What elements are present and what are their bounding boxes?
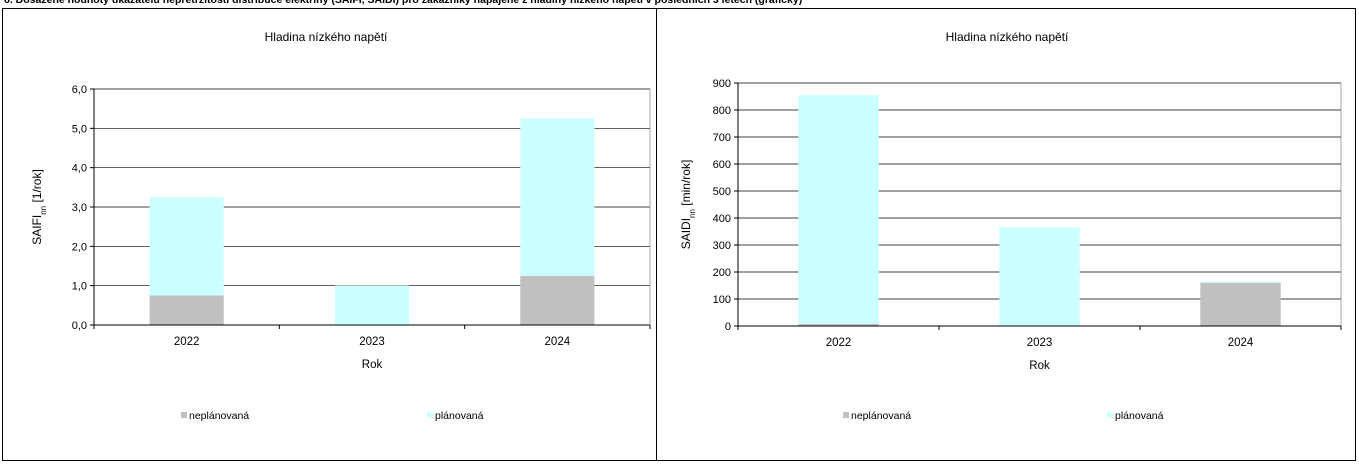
saifi-x-tick-label: 2022 bbox=[174, 336, 200, 348]
saidi-y-tick-label: 700 bbox=[713, 132, 731, 144]
saidi-legend-label-planovana: plánovaná bbox=[1115, 410, 1164, 422]
page-heading: 6. Dosažené hodnoty ukazatelů nepřetržit… bbox=[4, 0, 803, 6]
saifi-x-axis-label: Rok bbox=[362, 359, 383, 371]
saifi-legend-swatch-neplanovana bbox=[181, 412, 187, 418]
saidi-y-tick-label: 200 bbox=[713, 267, 731, 279]
saifi-y-tick-label: 2,0 bbox=[72, 241, 87, 253]
saifi-legend-label-neplanovana: neplánovaná bbox=[189, 410, 249, 422]
saidi-bar-planovana bbox=[1200, 281, 1281, 283]
saidi-bar-planovana bbox=[999, 227, 1080, 326]
saifi-chart-title: Hladina nízkého napětí bbox=[265, 30, 388, 44]
saidi-bar-neplanovana bbox=[798, 323, 879, 326]
saidi-x-axis-label: Rok bbox=[1029, 360, 1050, 372]
saifi-y-tick-label: 1,0 bbox=[72, 281, 87, 293]
saidi-legend-swatch-planovana bbox=[1107, 412, 1113, 418]
saifi-y-tick-label: 6,0 bbox=[72, 84, 87, 96]
saifi-bar-planovana bbox=[520, 118, 595, 276]
saifi-x-tick-label: 2024 bbox=[545, 336, 571, 348]
saidi-x-tick-label: 2023 bbox=[1027, 337, 1053, 349]
saifi-bar-planovana bbox=[334, 285, 410, 325]
saifi-bar-neplanovana bbox=[149, 295, 224, 325]
saifi-legend-swatch-planovana bbox=[427, 412, 433, 418]
saidi-chart-title: Hladina nízkého napětí bbox=[946, 30, 1069, 44]
saidi-chart: Hladina nízkého napětí 0 100 200 300 400 500 60… bbox=[679, 30, 1342, 422]
saidi-y-tick-label: 0 bbox=[725, 321, 731, 333]
saidi-y-tick-label: 100 bbox=[713, 294, 731, 306]
saidi-bar-planovana bbox=[798, 95, 879, 324]
saidi-legend-label-neplanovana: neplánovaná bbox=[851, 410, 911, 422]
saidi-legend-swatch-neplanovana bbox=[843, 412, 849, 418]
saifi-y-tick-label: 0,0 bbox=[72, 320, 87, 332]
saifi-y-tick-label: 5,0 bbox=[72, 123, 87, 135]
saifi-legend-label-planovana: plánovaná bbox=[435, 410, 484, 422]
saidi-y-tick-label: 600 bbox=[713, 159, 731, 171]
saifi-chart-panel: Hladina nízkého napětí 0,0 1,0 2,0 3,0 4,0 5,0… bbox=[2, 8, 657, 461]
saidi-y-axis-label: SAIDInn [min/rok] bbox=[679, 160, 697, 250]
saidi-x-tick-label: 2022 bbox=[826, 337, 852, 349]
saifi-y-axis-label: SAIFInn [1/rok] bbox=[30, 169, 48, 245]
saidi-bar-neplanovana bbox=[1200, 282, 1281, 326]
saidi-chart-panel: Hladina nízkého napětí 0 100 200 300 400 500 60… bbox=[656, 8, 1356, 461]
saidi-x-tick-label: 2024 bbox=[1228, 337, 1254, 349]
saifi-bar-neplanovana bbox=[520, 275, 595, 325]
saifi-bar-planovana bbox=[149, 197, 224, 296]
saifi-chart: Hladina nízkého napětí 0,0 1,0 2,0 3,0 4,0 5,0… bbox=[30, 30, 651, 422]
saifi-y-tick-label: 4,0 bbox=[72, 163, 87, 175]
saidi-y-tick-label: 900 bbox=[713, 78, 731, 90]
saidi-y-tick-label: 800 bbox=[713, 105, 731, 117]
saifi-x-tick-label: 2023 bbox=[359, 336, 385, 348]
saidi-y-tick-label: 500 bbox=[713, 186, 731, 198]
saifi-y-tick-label: 3,0 bbox=[72, 202, 87, 214]
saidi-y-tick-label: 300 bbox=[713, 240, 731, 252]
saidi-y-tick-label: 400 bbox=[713, 213, 731, 225]
